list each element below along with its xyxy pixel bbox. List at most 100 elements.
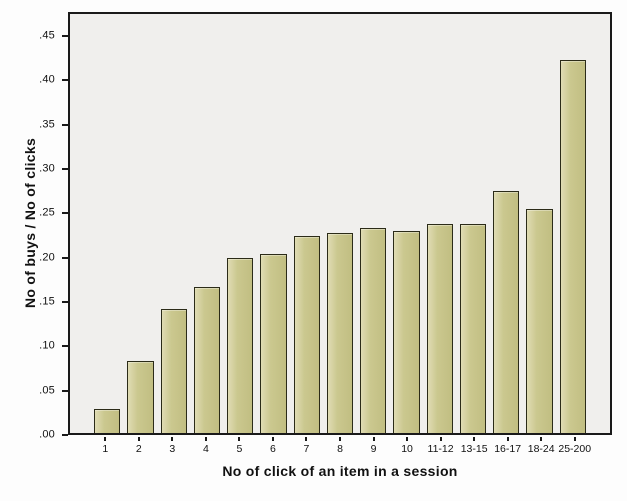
y-tick-mark: [62, 212, 68, 215]
x-tick-slot: 16-17: [494, 437, 521, 455]
y-tick-label: .30: [39, 162, 55, 175]
x-tick-mark: [204, 437, 207, 441]
plot-area: [68, 12, 612, 435]
y-axis-ticks: .00 .05 .10 .15 .20 .25 .30 .35 .40 .45: [0, 12, 68, 440]
y-tick-label: .05: [39, 384, 55, 397]
bar: [526, 209, 553, 433]
y-tick-label: .40: [39, 73, 55, 86]
x-tick-mark: [439, 437, 442, 441]
bar: [360, 228, 387, 433]
bar: [160, 309, 187, 433]
bar: [94, 409, 121, 433]
x-tick-label: 25-200: [558, 443, 592, 455]
bar: [459, 223, 487, 433]
x-tick-slot: 10: [394, 437, 421, 455]
y-tick-mark: [62, 34, 68, 37]
x-tick-mark: [473, 437, 476, 441]
x-tick-slot: 9: [360, 437, 387, 455]
bar: [393, 230, 420, 433]
x-tick-label: 5: [236, 443, 243, 455]
x-tick-label: 4: [202, 443, 209, 455]
x-tick-label: 1: [102, 443, 109, 455]
y-tick-mark: [62, 434, 68, 436]
x-tick-mark: [104, 437, 107, 441]
bar: [559, 59, 586, 433]
bar-slot: [160, 14, 187, 433]
y-tick-label: .00: [39, 428, 55, 441]
x-tick-slot: 1: [92, 437, 119, 455]
x-tick-slot: 5: [226, 437, 253, 455]
x-tick-label: 2: [135, 443, 142, 455]
bar-slot: [426, 14, 453, 433]
x-tick-label: 16-17: [494, 443, 522, 455]
y-tick-label: .15: [39, 295, 55, 308]
x-tick-slot: 4: [193, 437, 220, 455]
bar-slot: [459, 14, 487, 433]
x-tick-mark: [271, 437, 274, 441]
bar-slot: [193, 14, 221, 433]
y-tick-label: .10: [39, 339, 55, 352]
y-tick-label: .35: [39, 118, 55, 131]
x-tick-mark: [506, 437, 509, 441]
bar-slot: [393, 14, 420, 433]
y-tick-mark: [62, 300, 68, 303]
x-tick-label: 7: [303, 443, 310, 455]
y-tick-mark: [62, 389, 68, 392]
bar: [260, 253, 287, 433]
x-tick-label: 3: [169, 443, 176, 455]
x-tick-label: 13-15: [460, 443, 488, 455]
x-tick-slot: 2: [126, 437, 153, 455]
x-tick-mark: [171, 437, 174, 441]
bar: [426, 223, 453, 433]
y-tick-mark: [62, 167, 68, 170]
x-tick-slot: 3: [159, 437, 186, 455]
x-tick-slot: 13-15: [461, 437, 488, 455]
bar-slot: [360, 14, 387, 433]
y-tick-mark: [62, 345, 68, 348]
y-tick-mark: [62, 256, 68, 259]
x-tick-label: 10: [401, 443, 413, 455]
bar: [127, 360, 154, 433]
x-tick-mark: [540, 437, 543, 441]
x-tick-mark: [406, 437, 409, 441]
x-tick-label: 8: [337, 443, 343, 455]
bar-slot: [493, 14, 520, 433]
y-tick-label: .45: [39, 29, 55, 42]
bar-slot: [559, 14, 586, 433]
bar-slot: [260, 14, 287, 433]
x-tick-slot: 6: [260, 437, 287, 455]
bar: [193, 287, 221, 433]
x-tick-slot: 11-12: [427, 437, 454, 455]
x-tick-mark: [137, 437, 140, 441]
x-tick-slot: 7: [293, 437, 320, 455]
y-tick-mark: [62, 79, 68, 82]
bar-slot: [293, 14, 320, 433]
bar-slot: [227, 14, 254, 433]
bar-slot: [127, 14, 154, 433]
y-tick-mark: [62, 123, 68, 126]
x-tick-slot: 25-200: [558, 437, 592, 455]
x-tick-mark: [573, 437, 576, 441]
x-axis-labels: 1 2 3 4 5 6 7 8 9 10 11-12 13-15 16-17 18-24 25-200: [68, 437, 612, 455]
x-tick-slot: 18-24: [528, 437, 555, 455]
x-tick-slot: 8: [327, 437, 354, 455]
x-tick-label: 9: [370, 443, 377, 455]
x-tick-label: 18-24: [527, 443, 555, 455]
x-tick-mark: [305, 437, 308, 441]
bar-slot: [526, 14, 553, 433]
x-axis-title: No of click of an item in a session: [222, 463, 458, 479]
bars-row: [70, 14, 610, 433]
bar-slot: [326, 14, 354, 433]
x-tick-label: 6: [270, 443, 276, 455]
bar: [227, 258, 254, 433]
x-tick-label: 11-12: [427, 443, 454, 455]
bar: [493, 190, 520, 433]
x-tick-mark: [338, 437, 341, 441]
bar-slot: [94, 14, 121, 433]
bar: [326, 232, 354, 433]
x-tick-mark: [372, 437, 375, 441]
x-tick-mark: [238, 437, 241, 441]
y-tick-label: .25: [39, 206, 55, 219]
bar: [293, 236, 320, 433]
